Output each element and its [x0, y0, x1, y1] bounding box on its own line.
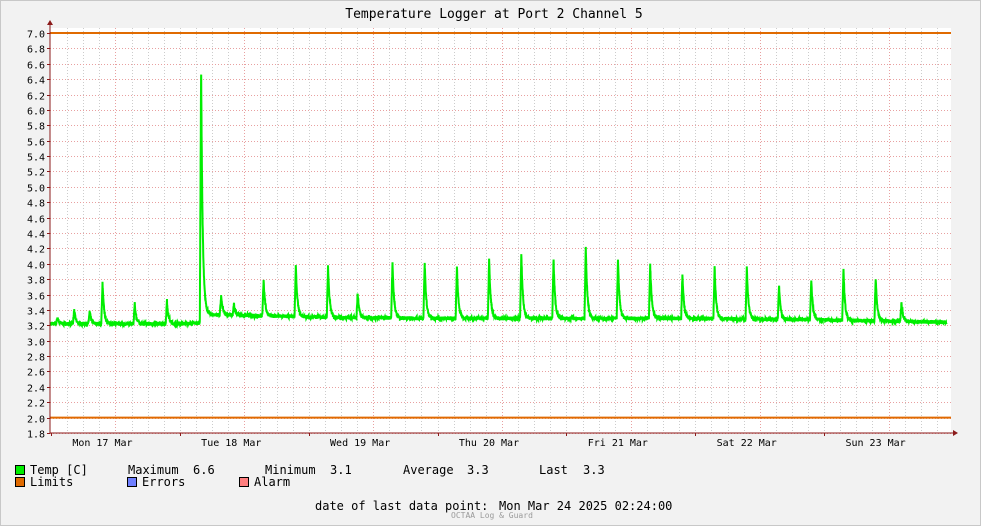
- y-tick-label: 2.8: [27, 353, 45, 364]
- minimum-label: Minimum: [265, 463, 316, 477]
- temp-series-line: [50, 74, 948, 330]
- y-tick-label: 7.0: [27, 30, 45, 41]
- y-tick-label: 4.2: [27, 245, 45, 256]
- y-tick-label: 3.4: [27, 307, 45, 318]
- alarm-swatch: [239, 477, 249, 487]
- x-tick-label: Tue 18 Mar: [201, 438, 261, 449]
- y-tick-label: 4.8: [27, 199, 45, 210]
- y-tick-label: 3.2: [27, 322, 45, 333]
- x-axis-arrow: [953, 430, 958, 436]
- average-value: 3.3: [467, 463, 489, 477]
- temp-legend-label: Temp [C]: [30, 463, 88, 477]
- chart-title: Temperature Logger at Port 2 Channel 5: [345, 7, 642, 22]
- plot-background: [50, 28, 951, 433]
- y-tick-label: 2.2: [27, 399, 45, 410]
- x-tick-label: Sun 23 Mar: [845, 438, 905, 449]
- x-tick-label: Wed 19 Mar: [330, 438, 390, 449]
- y-tick-label: 6.4: [27, 76, 45, 87]
- y-axis-ticks: 1.8 2.0 2.2 2.4 2.6 2.8 3.0 3.2 3.4 3.6 3.8 4.0 4.2 4…: [27, 30, 50, 441]
- y-tick-label: 6.0: [27, 107, 45, 118]
- y-tick-label: 5.2: [27, 168, 45, 179]
- limits-swatch: [15, 477, 25, 487]
- y-tick-label: 4.0: [27, 261, 45, 272]
- y-tick-label: 2.4: [27, 384, 45, 395]
- y-tick-label: 4.4: [27, 230, 45, 241]
- y-tick-label: 1.8: [27, 430, 45, 441]
- minimum-value: 3.1: [330, 463, 352, 477]
- last-data-point-label: date of last data point:: [315, 499, 489, 513]
- watermark: OCTAA Log & Guard: [451, 511, 533, 520]
- x-tick-label: Sat 22 Mar: [717, 438, 777, 449]
- maximum-label: Maximum: [128, 463, 179, 477]
- y-tick-label: 5.0: [27, 184, 45, 195]
- limits-legend-label: Limits: [30, 475, 74, 489]
- last-data-point-value: Mon Mar 24 2025 02:24:00: [499, 499, 673, 513]
- x-tick-label: Mon 17 Mar: [72, 438, 132, 449]
- limit-lines: [50, 32, 951, 419]
- last-label: Last: [539, 463, 568, 477]
- x-axis-ticks: Mon 17 Mar Tue 18 Mar Wed 19 Mar Thu 20 Mar…: [51, 433, 906, 449]
- y-tick-label: 6.8: [27, 45, 45, 56]
- y-tick-label: 3.8: [27, 276, 45, 287]
- temp-swatch: [15, 465, 25, 475]
- y-tick-label: 5.8: [27, 122, 45, 133]
- x-tick-label: Thu 20 Mar: [459, 438, 519, 449]
- average-label: Average: [403, 463, 454, 477]
- errors-swatch: [127, 477, 137, 487]
- y-tick-label: 5.4: [27, 153, 45, 164]
- maximum-value: 6.6: [193, 463, 215, 477]
- y-tick-label: 6.2: [27, 92, 45, 103]
- alarm-legend-label: Alarm: [254, 475, 291, 489]
- x-tick-label: Fri 21 Mar: [588, 438, 648, 449]
- y-tick-label: 6.6: [27, 61, 45, 72]
- y-tick-label: 3.6: [27, 292, 45, 303]
- y-axis-arrow: [47, 20, 53, 25]
- errors-legend-label: Errors: [142, 475, 186, 489]
- last-value: 3.3: [583, 463, 605, 477]
- y-tick-label: 3.0: [27, 338, 45, 349]
- y-tick-label: 2.0: [27, 415, 45, 426]
- y-tick-label: 5.6: [27, 138, 45, 149]
- y-tick-label: 2.6: [27, 368, 45, 379]
- y-tick-label: 4.6: [27, 215, 45, 226]
